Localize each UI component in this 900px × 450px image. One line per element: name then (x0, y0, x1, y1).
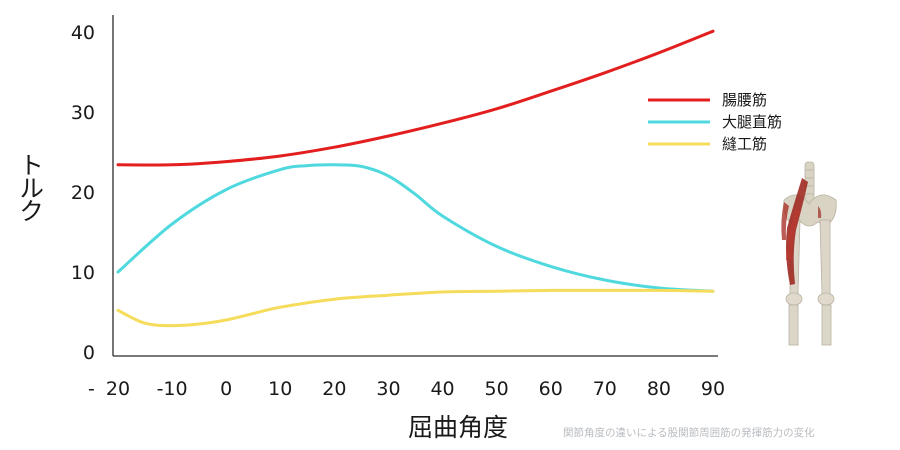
x-tick-label: 10 (268, 378, 292, 400)
y-tick-label: 30 (71, 102, 95, 124)
y-tick-label: 10 (71, 262, 95, 284)
legend-label: 腸腰筋 (722, 91, 767, 109)
x-tick-label: 80 (647, 378, 671, 400)
legend-label: 縫工筋 (722, 135, 767, 153)
axes (112, 15, 718, 357)
figure-caption: 関節角度の違いによる股関節周囲筋の発揮筋力の変化 (563, 426, 815, 439)
series-lines (116, 29, 715, 328)
legend-label: 大腿直筋 (722, 113, 782, 131)
y-tick-label: 0 (83, 342, 95, 364)
x-tick-label: 90 (701, 378, 725, 400)
x-tick-label: 20 (322, 378, 346, 400)
y-tick-labels: 0 10 20 30 40 (71, 22, 95, 364)
x-tick-label: 70 (593, 378, 617, 400)
y-axis-title: トルク (16, 152, 45, 222)
series-line (116, 163, 715, 293)
x-tick-label: 60 (539, 378, 563, 400)
x-tick-label: 0 (220, 378, 232, 400)
series-line (116, 29, 715, 167)
x-tick-labels: - 20 -10 0 10 20 30 40 50 60 70 80 90 (88, 378, 725, 400)
hip-muscle-anatomy-icon (781, 161, 837, 346)
x-tick-label: 20 (106, 378, 130, 400)
x-tick-label: -10 (157, 378, 188, 400)
x-axis-title: 屈曲角度 (408, 413, 508, 442)
series-line (116, 288, 715, 328)
x-tick-label: 50 (485, 378, 509, 400)
x-tick-label: 30 (376, 378, 400, 400)
y-tick-label: 20 (71, 182, 95, 204)
x-tick-minus-prefix: - (88, 378, 95, 400)
x-tick-label: 40 (430, 378, 454, 400)
y-tick-label: 40 (71, 22, 95, 44)
